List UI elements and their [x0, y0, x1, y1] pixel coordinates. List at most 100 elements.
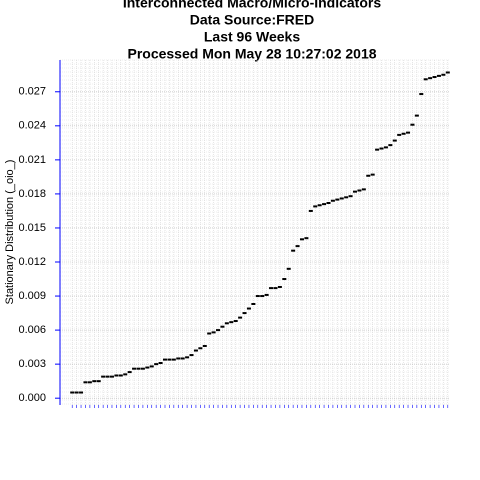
point — [326, 201, 331, 204]
point — [432, 76, 437, 79]
point — [87, 381, 92, 384]
point — [295, 245, 300, 248]
point — [419, 93, 424, 96]
point — [392, 139, 397, 142]
point — [406, 131, 411, 134]
point — [167, 358, 172, 361]
point — [370, 173, 375, 176]
y-axis-label: Stationary Distribution (_oio_) — [4, 160, 16, 305]
point — [207, 332, 212, 335]
point — [335, 198, 340, 201]
point — [132, 367, 137, 370]
point — [74, 391, 79, 394]
point — [308, 209, 313, 212]
point — [366, 174, 371, 177]
point — [339, 197, 344, 200]
point — [428, 77, 433, 80]
point — [397, 133, 402, 136]
point — [202, 344, 207, 347]
point — [238, 316, 243, 319]
point — [149, 365, 154, 368]
point — [158, 362, 163, 365]
point — [83, 381, 88, 384]
point — [229, 321, 234, 324]
point — [322, 203, 327, 206]
y-tick-label: 0.003 — [18, 358, 46, 370]
point — [344, 196, 349, 199]
y-tick-label: 0.018 — [18, 188, 46, 200]
point — [92, 380, 97, 383]
y-tick-label: 0.006 — [18, 324, 46, 336]
point — [410, 123, 415, 126]
point — [220, 325, 225, 328]
point — [383, 146, 388, 149]
chart-title: Interconnected Macro/Micro-Indicators — [123, 0, 381, 11]
y-tick-label: 0.009 — [18, 290, 46, 302]
point — [136, 367, 141, 370]
y-tick-label: 0.024 — [18, 120, 46, 132]
point — [401, 132, 406, 135]
y-tick-label: 0.000 — [18, 392, 46, 404]
point — [260, 295, 265, 298]
point — [423, 78, 428, 81]
point — [242, 312, 247, 315]
point — [109, 375, 114, 378]
chart-title: Last 96 Weeks — [204, 29, 300, 45]
point — [291, 249, 296, 252]
point — [388, 144, 393, 147]
point — [127, 371, 132, 374]
point — [154, 363, 159, 366]
point — [96, 380, 101, 383]
point — [79, 391, 84, 394]
point — [313, 205, 318, 208]
point — [171, 358, 176, 361]
point — [357, 189, 362, 192]
point — [216, 329, 221, 332]
point — [317, 204, 322, 207]
point — [441, 73, 446, 76]
point — [193, 349, 198, 352]
point — [348, 195, 353, 198]
point — [277, 285, 282, 288]
point — [185, 356, 190, 359]
point — [189, 354, 194, 357]
point — [269, 287, 274, 290]
point — [176, 357, 181, 360]
point — [353, 190, 357, 193]
point — [375, 148, 380, 151]
point — [251, 302, 256, 305]
point — [163, 358, 167, 361]
point — [286, 267, 291, 270]
point — [246, 307, 251, 310]
point — [330, 199, 335, 202]
point — [114, 374, 119, 377]
point — [101, 375, 106, 378]
point — [140, 367, 145, 370]
point — [224, 322, 229, 325]
chart-title: Processed Mon May 28 10:27:02 2018 — [127, 46, 376, 62]
point — [105, 375, 110, 378]
point — [445, 71, 450, 74]
point — [414, 114, 419, 117]
point — [211, 331, 216, 334]
chart-title: Data Source:FRED — [190, 12, 314, 28]
point — [255, 295, 260, 298]
point — [436, 74, 441, 77]
point — [361, 188, 366, 191]
point — [118, 374, 123, 377]
point — [282, 278, 287, 281]
y-tick-label: 0.015 — [18, 222, 46, 234]
point — [264, 293, 269, 296]
point — [198, 347, 203, 350]
y-tick-label: 0.027 — [18, 86, 46, 98]
point — [233, 320, 238, 323]
point — [70, 391, 75, 394]
point — [180, 357, 185, 360]
y-tick-label: 0.021 — [18, 154, 46, 166]
point — [145, 366, 150, 369]
point — [123, 373, 128, 376]
point — [273, 287, 278, 290]
y-tick-label: 0.012 — [18, 256, 46, 268]
point — [304, 237, 309, 240]
